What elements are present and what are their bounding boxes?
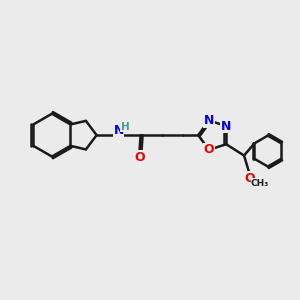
Text: H: H xyxy=(121,122,130,132)
Text: N: N xyxy=(221,120,231,133)
Text: N: N xyxy=(204,114,214,127)
Text: O: O xyxy=(245,172,255,185)
Text: O: O xyxy=(204,143,214,156)
Text: N: N xyxy=(113,124,124,137)
Text: CH₃: CH₃ xyxy=(251,179,269,188)
Text: O: O xyxy=(134,151,145,164)
